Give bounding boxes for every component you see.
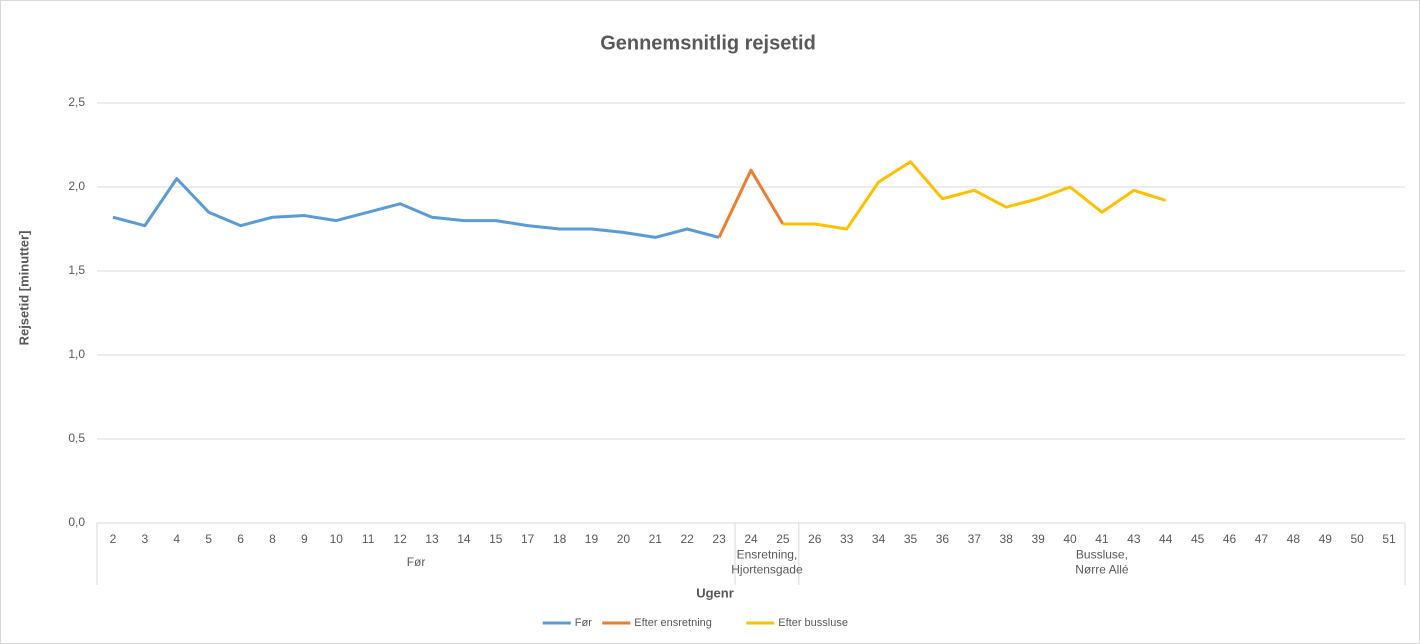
x-tick-label: 6 xyxy=(237,532,244,546)
group-label: Hjortensgade xyxy=(731,563,803,577)
x-tick-label: 45 xyxy=(1191,532,1205,546)
x-tick-label: 47 xyxy=(1255,532,1269,546)
y-axis-label: Rejsetid [minutter] xyxy=(16,231,31,346)
x-tick-label: 13 xyxy=(425,532,439,546)
chart-title: Gennemsnitlig rejsetid xyxy=(600,32,816,54)
group-label: Ensretning, xyxy=(737,548,798,562)
y-tick-label: 2,0 xyxy=(68,179,85,193)
x-tick-label: 4 xyxy=(173,532,180,546)
x-tick-label: 14 xyxy=(457,532,471,546)
legend-label: Efter bussluse xyxy=(778,617,848,629)
y-tick-label: 2,5 xyxy=(68,95,85,109)
series-line xyxy=(717,168,785,239)
legend-label: Før xyxy=(575,617,592,629)
x-tick-label: 33 xyxy=(840,532,854,546)
x-tick-label: 11 xyxy=(362,532,375,546)
x-tick-label: 3 xyxy=(142,532,149,546)
x-tick-label: 51 xyxy=(1382,532,1396,546)
x-tick-label: 20 xyxy=(617,532,631,546)
x-tick-label: 35 xyxy=(904,532,918,546)
x-tick-label: 23 xyxy=(712,532,726,546)
x-tick-label: 38 xyxy=(1000,532,1014,546)
x-tick-label: 48 xyxy=(1287,532,1301,546)
x-tick-label: 34 xyxy=(872,532,886,546)
x-tick-label: 43 xyxy=(1127,532,1141,546)
y-tick-label: 0,5 xyxy=(68,431,85,445)
legend-label: Efter ensretning xyxy=(634,617,712,629)
x-tick-label: 50 xyxy=(1350,532,1364,546)
series-line xyxy=(112,177,720,239)
x-tick-label: 39 xyxy=(1031,532,1045,546)
y-tick-label: 0,0 xyxy=(68,515,85,529)
x-tick-label: 37 xyxy=(968,532,982,546)
group-label: Nørre Allé xyxy=(1075,563,1129,577)
x-tick-label: 46 xyxy=(1223,532,1237,546)
x-tick-label: 40 xyxy=(1063,532,1077,546)
x-tick-label: 12 xyxy=(393,532,407,546)
x-tick-label: 10 xyxy=(330,532,344,546)
x-tick-label: 25 xyxy=(776,532,790,546)
x-tick-label: 44 xyxy=(1159,532,1173,546)
x-tick-label: 36 xyxy=(936,532,950,546)
x-tick-label: 8 xyxy=(269,532,276,546)
x-tick-label: 24 xyxy=(744,532,758,546)
y-tick-label: 1,0 xyxy=(68,347,85,361)
x-tick-label: 21 xyxy=(649,532,663,546)
series-line xyxy=(782,160,1167,231)
x-tick-label: 2 xyxy=(110,532,117,546)
x-tick-label: 9 xyxy=(301,532,308,546)
x-tick-label: 22 xyxy=(681,532,695,546)
y-tick-label: 1,5 xyxy=(68,263,85,277)
x-tick-label: 49 xyxy=(1319,532,1333,546)
x-tick-label: 5 xyxy=(205,532,212,546)
group-label: Før xyxy=(407,555,426,569)
x-tick-label: 17 xyxy=(521,532,535,546)
x-tick-label: 19 xyxy=(585,532,599,546)
x-tick-label: 15 xyxy=(489,532,503,546)
x-tick-label: 26 xyxy=(808,532,822,546)
x-tick-label: 41 xyxy=(1095,532,1109,546)
x-tick-label: 18 xyxy=(553,532,567,546)
group-label: Bussluse, xyxy=(1076,548,1128,562)
x-axis-label: Ugenr xyxy=(696,585,734,600)
